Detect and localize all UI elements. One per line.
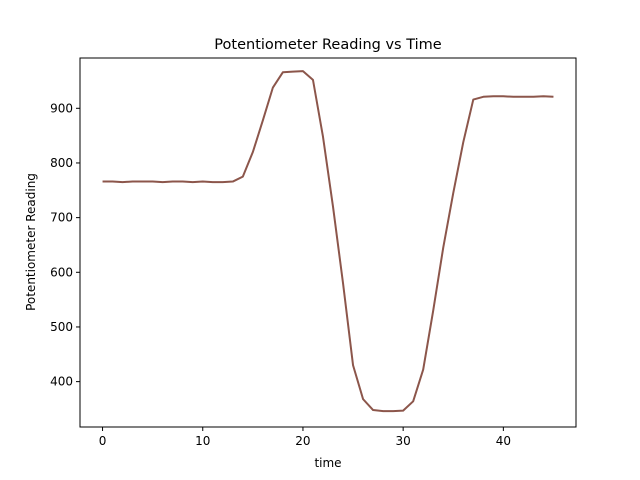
plot-frame — [79, 57, 577, 428]
x-tick-label: 30 — [396, 434, 411, 448]
y-tick-label: 400 — [50, 375, 73, 389]
y-tick-label: 500 — [50, 320, 73, 334]
plot-area — [80, 58, 576, 427]
series-layer — [102, 70, 554, 413]
x-tick-label: 20 — [295, 434, 310, 448]
y-axis-label: Potentiometer Reading — [24, 173, 38, 311]
y-tick-label: 700 — [50, 211, 73, 225]
x-tick-label: 40 — [496, 434, 511, 448]
x-tick-label: 10 — [195, 434, 210, 448]
y-axis: 400 500 600 700 800 900 — [50, 101, 80, 389]
series-line — [102, 70, 554, 413]
x-axis-label: time — [314, 456, 341, 470]
y-tick-label: 800 — [50, 156, 73, 170]
x-axis: 0 10 20 30 40 — [99, 427, 511, 448]
x-tick-label: 0 — [99, 434, 107, 448]
chart-title: Potentiometer Reading vs Time — [214, 37, 441, 53]
y-tick-label: 900 — [50, 101, 73, 115]
y-tick-label: 600 — [50, 265, 73, 279]
